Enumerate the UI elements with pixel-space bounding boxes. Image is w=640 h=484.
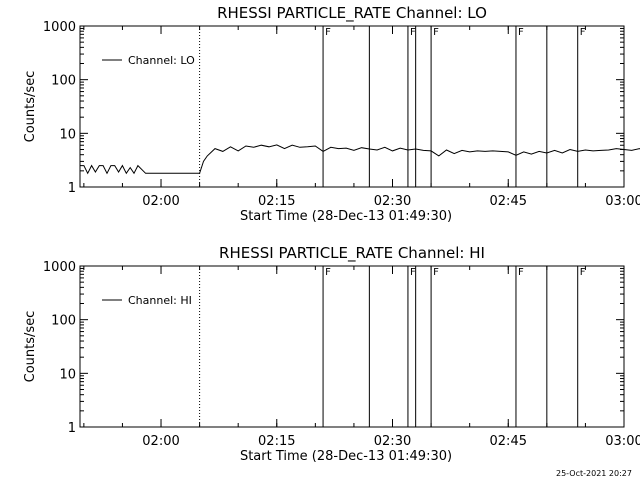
- x-tick-label: 02:15: [258, 434, 295, 449]
- legend-label: Channel: LO: [128, 54, 195, 67]
- footer-date-stamp: 25-Oct-2021 20:27: [556, 469, 632, 478]
- y-tick-label: 100: [51, 314, 76, 329]
- x-axis-label: Start Time (28-Dec-13 01:49:30): [240, 209, 452, 224]
- x-tick-label: 02:45: [490, 194, 527, 209]
- event-marker-label: F: [325, 267, 331, 278]
- event-marker-label: F: [518, 27, 524, 38]
- x-tick-label: 02:30: [374, 194, 411, 209]
- event-marker-label: F: [580, 27, 586, 38]
- event-marker-label: F: [410, 267, 416, 278]
- data-series-line: [80, 144, 640, 175]
- x-tick-label: 02:30: [374, 434, 411, 449]
- y-axis-label: Counts/sec: [23, 311, 38, 383]
- x-tick-label: 02:45: [490, 434, 527, 449]
- event-marker-label: F: [325, 27, 331, 38]
- event-marker-label: F: [410, 27, 416, 38]
- x-tick-label: 02:15: [258, 194, 295, 209]
- chart-panel-1: RHESSI PARTICLE_RATE Channel: LOFFFFFS11…: [23, 4, 640, 224]
- x-tick-label: 02:00: [142, 194, 179, 209]
- y-tick-label: 1: [68, 421, 76, 436]
- chart-title: RHESSI PARTICLE_RATE Channel: HI: [219, 244, 485, 263]
- plot-frame: [79, 265, 625, 428]
- x-tick-label: 03:00: [605, 434, 640, 449]
- y-tick-label: 1000: [43, 260, 76, 275]
- plot-frame: [79, 25, 625, 188]
- event-marker-label: F: [433, 27, 439, 38]
- y-tick-label: 10: [59, 367, 76, 382]
- y-tick-label: 1: [68, 181, 76, 196]
- event-marker-label: F: [518, 267, 524, 278]
- chart-panel-2: RHESSI PARTICLE_RATE Channel: HIFFFFFS11…: [23, 244, 640, 464]
- chart-title: RHESSI PARTICLE_RATE Channel: LO: [217, 4, 487, 23]
- y-axis-label: Counts/sec: [23, 71, 38, 143]
- x-tick-label: 02:00: [142, 434, 179, 449]
- x-axis-label: Start Time (28-Dec-13 01:49:30): [240, 449, 452, 464]
- y-tick-label: 1000: [43, 20, 76, 35]
- legend-label: Channel: HI: [128, 294, 192, 307]
- event-marker-label: F: [580, 267, 586, 278]
- x-tick-label: 03:00: [605, 194, 640, 209]
- y-tick-label: 10: [59, 127, 76, 142]
- event-marker-label: F: [433, 267, 439, 278]
- y-tick-label: 100: [51, 74, 76, 89]
